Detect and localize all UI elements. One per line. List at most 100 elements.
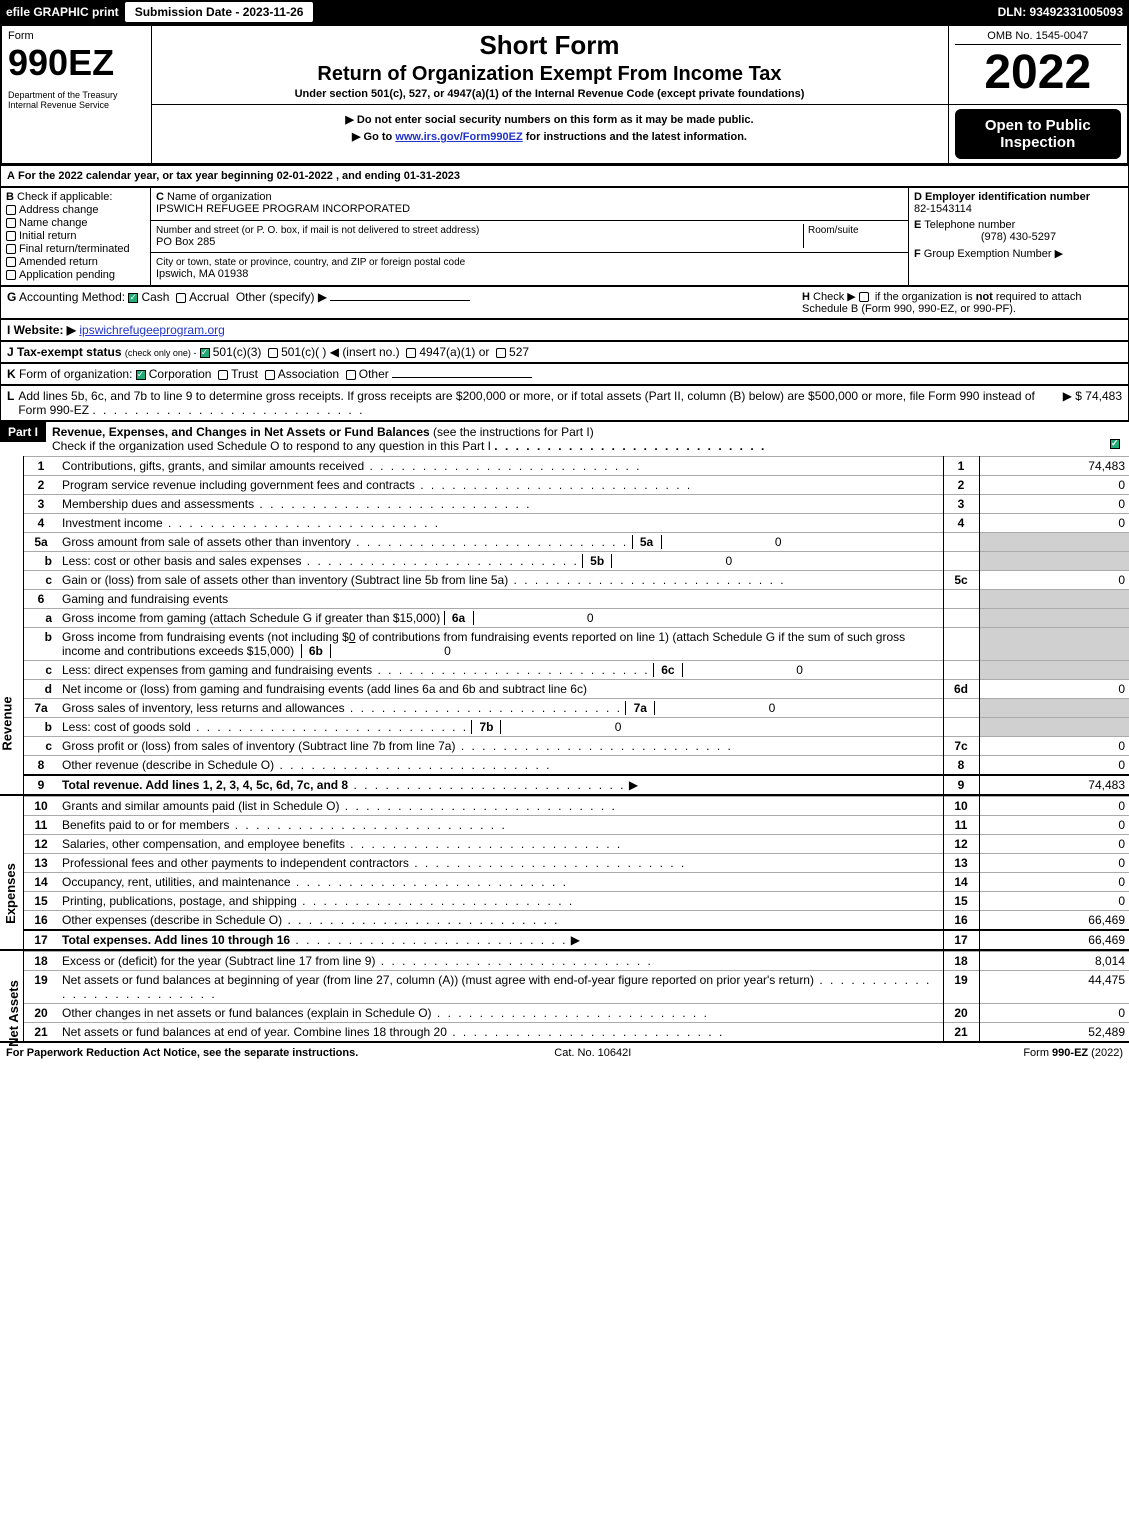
street-value: PO Box 285: [156, 236, 215, 248]
goto-prefix: ▶ Go to: [352, 131, 395, 143]
website-link[interactable]: ipswichrefugeeprogram.org: [79, 323, 224, 337]
accounting-other: Other (specify) ▶: [236, 290, 327, 304]
dots-icon: [282, 913, 559, 927]
dots-icon: [447, 1025, 724, 1039]
checkbox-icon: [6, 205, 16, 215]
section-l-amount: ▶ $ 74,483: [1053, 389, 1122, 417]
org-name: IPSWICH REFUGEE PROGRAM INCORPORATED: [156, 203, 410, 215]
room-label: Room/suite: [808, 225, 859, 236]
checkbox-icon[interactable]: [859, 292, 869, 302]
section-c-name-cell: C Name of organization IPSWICH REFUGEE P…: [151, 188, 909, 221]
section-k-letter: K: [7, 367, 16, 381]
line-17: 17Total expenses. Add lines 10 through 1…: [24, 930, 1129, 949]
section-b-cell: B Check if applicable: Address change Na…: [1, 188, 151, 286]
check-application-pending[interactable]: Application pending: [6, 269, 145, 281]
omb-number: OMB No. 1545-0047: [955, 30, 1122, 45]
goto-suffix: for instructions and the latest informat…: [523, 131, 747, 143]
section-d-letter: D: [914, 191, 922, 203]
section-c-name-label: Name of organization: [167, 191, 272, 203]
line-2: 2Program service revenue including gover…: [24, 476, 1129, 495]
dept-treasury: Department of the Treasury: [8, 90, 145, 100]
goto-line: ▶ Go to www.irs.gov/Form990EZ for instru…: [158, 130, 942, 143]
line-21: 21Net assets or fund balances at end of …: [24, 1023, 1129, 1042]
accounting-accrual: Accrual: [189, 290, 229, 304]
netassets-body: Net Assets 18Excess or (deficit) for the…: [0, 949, 1129, 1041]
dots-icon: [372, 663, 649, 677]
dots-icon: [409, 856, 686, 870]
section-e-letter: E: [914, 219, 921, 231]
dots-icon: [297, 894, 574, 908]
checkbox-checked-icon[interactable]: [200, 348, 210, 358]
check-final-return[interactable]: Final return/terminated: [6, 243, 145, 255]
footer-right: Form 990-EZ (2022): [1023, 1047, 1123, 1059]
check-name-change[interactable]: Name change: [6, 217, 145, 229]
line-12: 12Salaries, other compensation, and empl…: [24, 835, 1129, 854]
line-13: 13Professional fees and other payments t…: [24, 854, 1129, 873]
section-d-title: Employer identification number: [925, 191, 1090, 203]
checkbox-icon[interactable]: [265, 370, 275, 380]
dots-icon: [290, 933, 567, 947]
section-f-title: Group Exemption Number: [924, 248, 1052, 260]
dots-icon: [345, 837, 622, 851]
checkbox-icon[interactable]: [346, 370, 356, 380]
checkbox-icon[interactable]: [218, 370, 228, 380]
line-7a: 7aGross sales of inventory, less returns…: [24, 699, 1129, 718]
section-g: G Accounting Method: Cash Accrual Other …: [7, 290, 802, 315]
dots-icon: [92, 403, 364, 417]
accounting-cash: Cash: [141, 290, 169, 304]
checkbox-checked-icon[interactable]: [128, 293, 138, 303]
section-c-letter: C: [156, 191, 164, 203]
section-l-letter: L: [7, 389, 14, 417]
line-7c: cGross profit or (loss) from sales of in…: [24, 737, 1129, 756]
line-10: 10Grants and similar amounts paid (list …: [24, 797, 1129, 816]
form-number: 990EZ: [8, 42, 145, 84]
line-9: 9Total revenue. Add lines 1, 2, 3, 4, 5c…: [24, 775, 1129, 794]
section-j-sub: (check only one) -: [125, 348, 197, 358]
section-f-arrow: ▶: [1055, 248, 1063, 260]
line-4: 4Investment income40: [24, 514, 1129, 533]
line-5b: bLess: cost or other basis and sales exp…: [24, 552, 1129, 571]
city-value: Ipswich, MA 01938: [156, 268, 248, 280]
goto-link[interactable]: www.irs.gov/Form990EZ: [395, 131, 522, 143]
section-f-letter: F: [914, 248, 921, 260]
checkbox-icon: [6, 231, 16, 241]
part-1-title: Revenue, Expenses, and Changes in Net As…: [52, 425, 430, 439]
line-7b: bLess: cost of goods sold 7b0: [24, 718, 1129, 737]
expenses-body: Expenses 10Grants and similar amounts pa…: [0, 794, 1129, 949]
check-address-change[interactable]: Address change: [6, 204, 145, 216]
page-footer: For Paperwork Reduction Act Notice, see …: [0, 1041, 1129, 1063]
checkbox-icon[interactable]: [496, 348, 506, 358]
section-i: I Website: ▶ ipswichrefugeeprogram.org: [0, 319, 1129, 341]
check-amended-return[interactable]: Amended return: [6, 256, 145, 268]
dots-icon: [494, 439, 766, 453]
telephone-value: (978) 430-5297: [914, 231, 1123, 243]
form-header-table: Form 990EZ Department of the Treasury In…: [0, 24, 1129, 165]
checkbox-icon[interactable]: [176, 293, 186, 303]
dots-icon: [254, 497, 531, 511]
section-gh-row: G Accounting Method: Cash Accrual Other …: [0, 286, 1129, 319]
section-c-street-cell: Number and street (or P. O. box, if mail…: [151, 220, 909, 253]
line-5c: cGain or (loss) from sale of assets othe…: [24, 571, 1129, 590]
line-6c: cLess: direct expenses from gaming and f…: [24, 661, 1129, 680]
ssn-warning: ▶ Do not enter social security numbers o…: [158, 113, 942, 126]
open-to-public: Open to Public Inspection: [955, 109, 1122, 159]
section-b-letter: B: [6, 191, 14, 203]
checkbox-checked-icon[interactable]: [136, 370, 146, 380]
checkbox-icon: [6, 257, 16, 267]
section-h-letter: H: [802, 291, 810, 303]
checkbox-icon[interactable]: [268, 348, 278, 358]
expenses-lines-table: 10Grants and similar amounts paid (list …: [24, 796, 1129, 949]
section-e-title: Telephone number: [924, 219, 1015, 231]
dots-icon: [339, 799, 616, 813]
checkbox-checked-icon[interactable]: [1110, 439, 1120, 449]
section-h: H Check ▶ if the organization is not req…: [802, 290, 1122, 315]
arrow-icon: [567, 933, 580, 947]
checkbox-icon[interactable]: [406, 348, 416, 358]
section-def-cell: D Employer identification number 82-1543…: [909, 188, 1129, 286]
line-15: 15Printing, publications, postage, and s…: [24, 892, 1129, 911]
section-g-title: Accounting Method:: [19, 290, 125, 304]
check-initial-return[interactable]: Initial return: [6, 230, 145, 242]
section-a: A For the 2022 calendar year, or tax yea…: [0, 165, 1129, 187]
dots-icon: [351, 535, 628, 549]
checkbox-icon: [6, 270, 16, 280]
